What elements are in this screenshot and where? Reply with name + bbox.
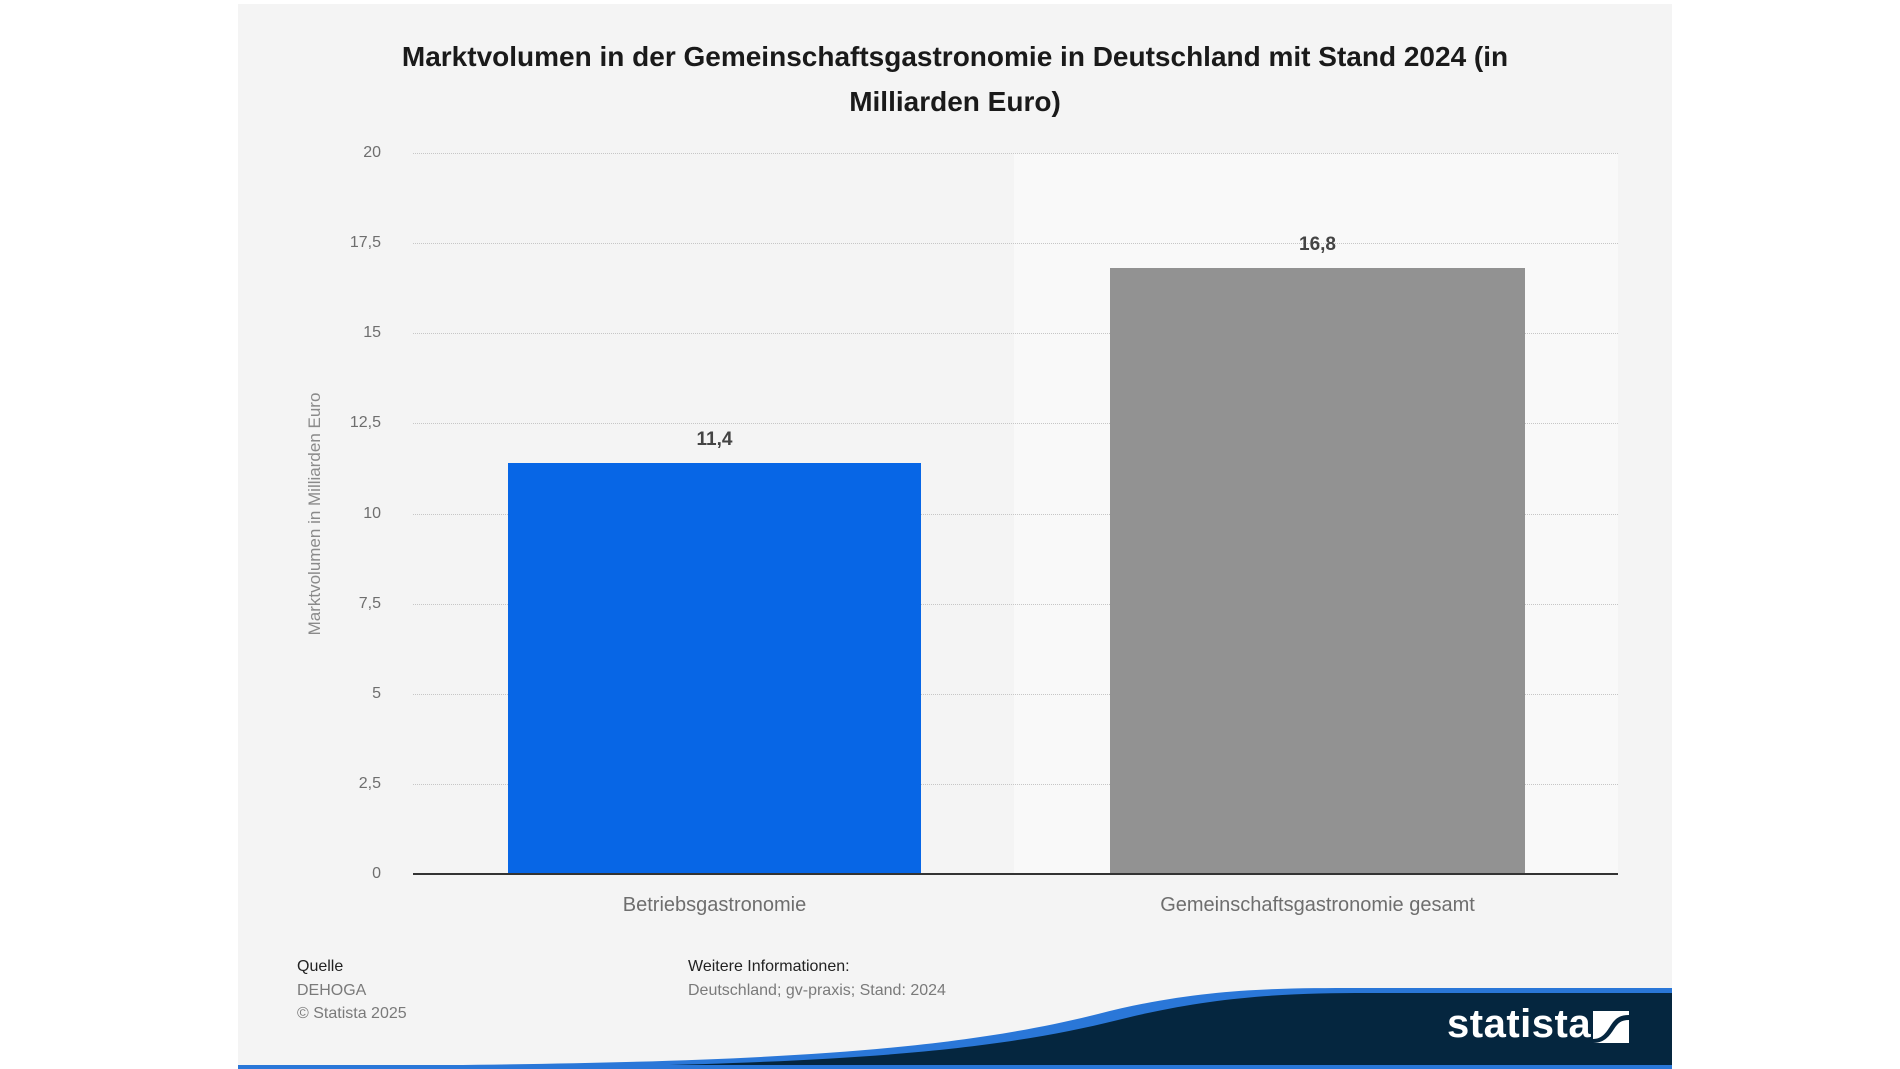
copyright: © Statista 2025 bbox=[297, 1005, 407, 1022]
bar-value-label: 16,8 bbox=[1299, 234, 1336, 256]
y-tick-label: 7,5 bbox=[358, 594, 381, 612]
y-tick-label: 17,5 bbox=[349, 234, 381, 252]
y-axis-label: Marktvolumen in Milliarden Euro bbox=[305, 392, 324, 636]
footer-wave bbox=[238, 988, 1672, 1069]
y-tick-label: 10 bbox=[363, 504, 381, 522]
chart-title-line-2: Milliarden Euro) bbox=[849, 86, 1061, 117]
chart-title-line-1: Marktvolumen in der Gemeinschaftsgastron… bbox=[401, 41, 1509, 72]
gridline bbox=[413, 153, 1618, 154]
bar-betriebsgastronomie[interactable] bbox=[508, 463, 921, 874]
chart-title: Marktvolumen in der Gemeinschaftsgastron… bbox=[298, 34, 1612, 124]
gridline bbox=[413, 423, 1618, 425]
y-tick-label: 0 bbox=[372, 865, 381, 882]
source-heading: Quelle bbox=[297, 958, 344, 975]
bar-value-label: 11,4 bbox=[696, 429, 733, 451]
y-tick-label: 12,5 bbox=[349, 414, 381, 432]
info-heading: Weitere Informationen: bbox=[688, 958, 850, 975]
y-tick-label: 15 bbox=[363, 324, 381, 342]
bar-gemeinschaftsgastronomie-gesamt[interactable] bbox=[1110, 268, 1525, 874]
gridline bbox=[413, 783, 1618, 785]
y-tick-label: 2,5 bbox=[358, 774, 381, 792]
statista-logo-text[interactable]: statista bbox=[1447, 1002, 1592, 1046]
gridline bbox=[413, 603, 1618, 605]
gridline bbox=[413, 513, 1618, 515]
gridline bbox=[413, 333, 1618, 335]
y-tick-label: 5 bbox=[372, 684, 381, 702]
x-axis-category-label: Betriebsgastronomie bbox=[622, 894, 807, 916]
info-text: Deutschland; gv-praxis; Stand: 2024 bbox=[688, 982, 946, 999]
y-tick-label: 20 bbox=[363, 144, 381, 161]
x-axis-line bbox=[413, 873, 1618, 875]
gridline bbox=[413, 243, 1618, 245]
x-axis-category-label: Gemeinschaftsgastronomie gesamt bbox=[1160, 894, 1475, 916]
chart-panel: Marktvolumen in der Gemeinschaftsgastron… bbox=[238, 4, 1672, 1069]
statista-logo-icon[interactable] bbox=[1593, 1011, 1629, 1043]
source-name[interactable]: DEHOGA bbox=[297, 982, 367, 999]
gridline bbox=[413, 693, 1618, 695]
